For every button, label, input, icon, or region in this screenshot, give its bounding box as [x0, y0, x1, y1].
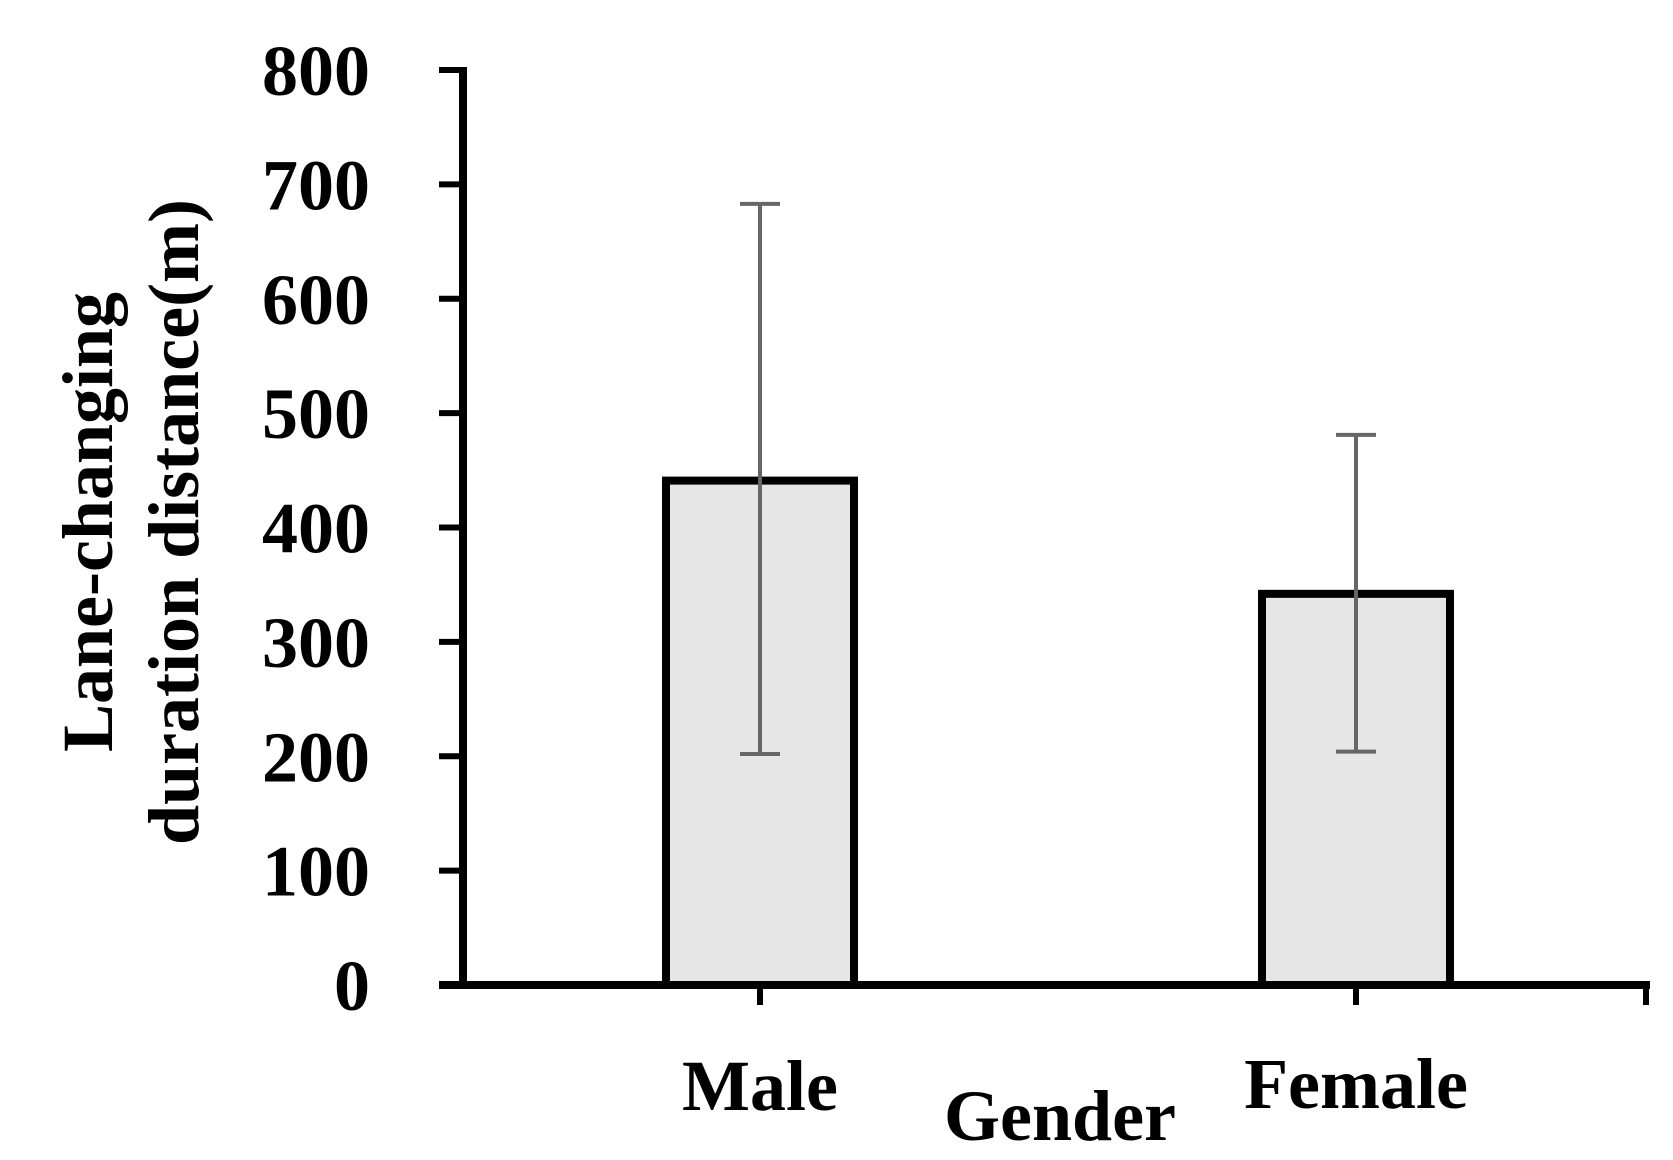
category-labels: Male Female	[682, 1044, 1468, 1126]
y-tick-label: 800	[262, 31, 370, 111]
y-tick-label: 400	[262, 489, 370, 569]
y-tick-label: 200	[262, 717, 370, 797]
y-axis-title-line-1: Lane-changing	[48, 292, 128, 752]
category-label-male: Male	[682, 1046, 838, 1126]
y-axis-ticks: 0 100 200 300 400 500 600 700 800	[262, 31, 463, 1026]
x-axis-ticks	[757, 985, 1649, 1005]
y-tick-label: 700	[262, 145, 370, 225]
bars	[662, 476, 1454, 990]
y-axis-title: Lane-changing duration distance(m)	[48, 199, 214, 845]
y-tick-label: 100	[262, 832, 370, 912]
category-label-female: Female	[1244, 1044, 1468, 1124]
axes	[439, 67, 1650, 989]
y-tick-label: 300	[262, 603, 370, 683]
y-tick-label: 600	[262, 260, 370, 340]
y-tick-label: 0	[334, 946, 370, 1026]
y-axis-title-line-2: duration distance(m)	[134, 199, 214, 845]
error-bars	[740, 201, 1376, 756]
x-axis-title: Gender	[944, 1076, 1176, 1156]
y-tick-label: 500	[262, 374, 370, 454]
